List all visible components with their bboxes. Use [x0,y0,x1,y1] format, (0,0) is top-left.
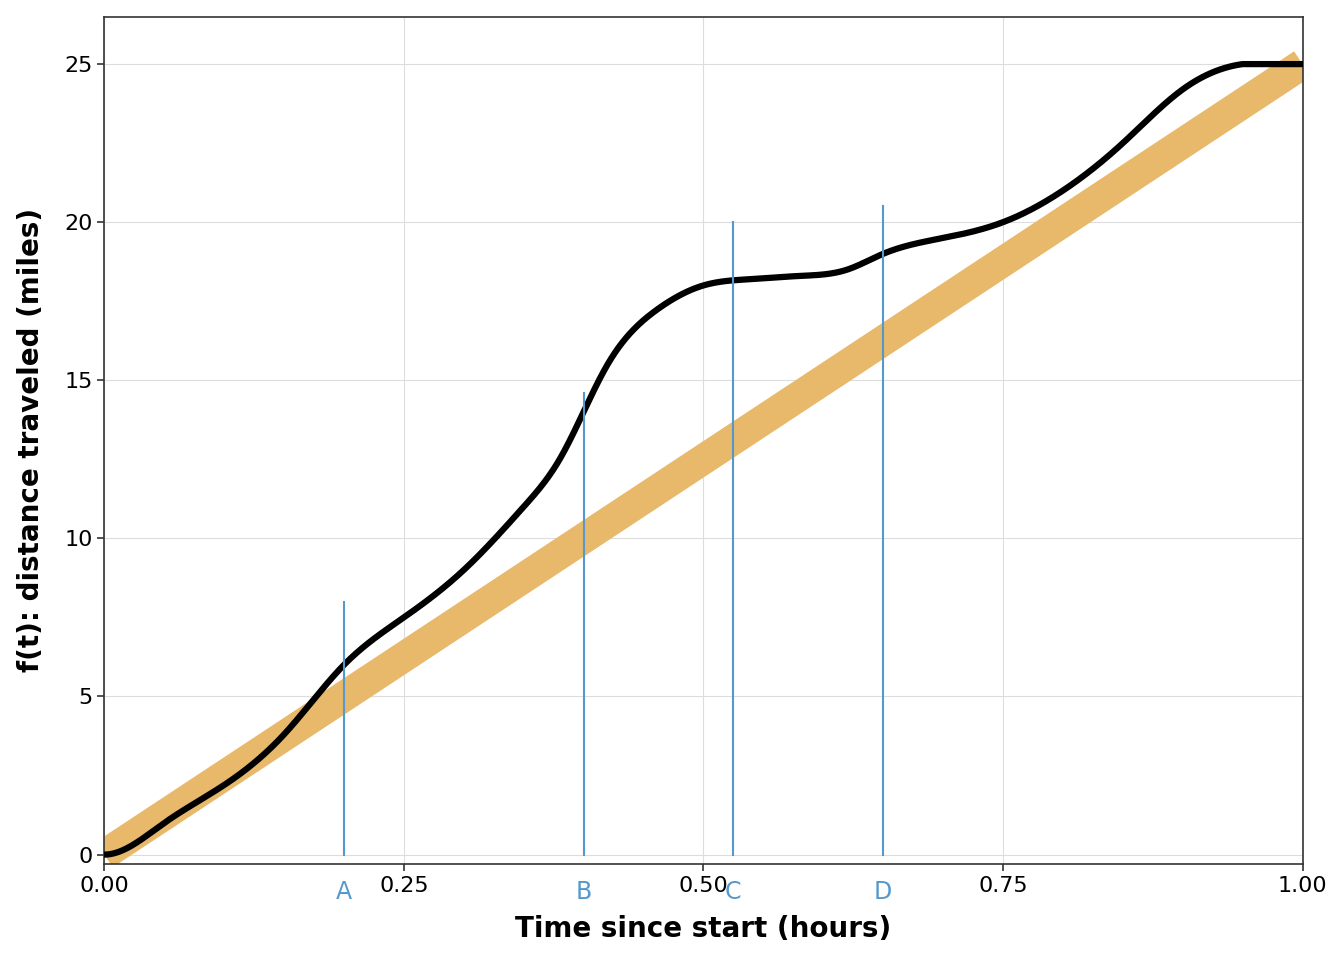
Text: C: C [726,880,742,904]
Y-axis label: f(t): distance traveled (miles): f(t): distance traveled (miles) [16,208,44,672]
X-axis label: Time since start (hours): Time since start (hours) [515,915,891,944]
Text: B: B [575,880,591,904]
Text: D: D [874,880,892,904]
Text: A: A [336,880,352,904]
